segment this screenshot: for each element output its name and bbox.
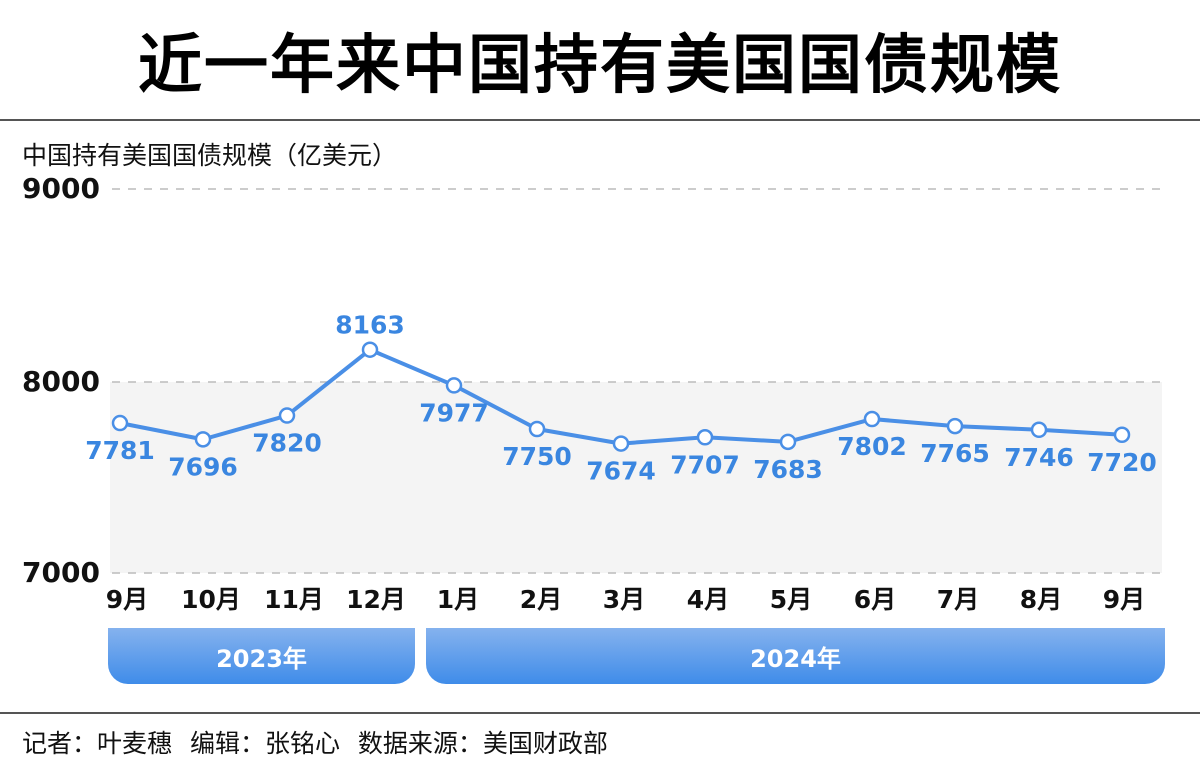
x-label: 11月 — [264, 585, 324, 614]
y-tick-7000: 7000 — [22, 556, 100, 589]
data-point — [946, 417, 964, 435]
data-label: 7820 — [252, 429, 322, 458]
data-point — [111, 414, 129, 432]
data-label: 7781 — [85, 436, 155, 465]
data-point — [1030, 421, 1048, 439]
data-label: 7674 — [586, 457, 656, 486]
title-divider — [0, 119, 1200, 121]
data-point — [361, 341, 379, 358]
data-label: 7977 — [419, 398, 489, 427]
x-label: 7月 — [936, 585, 980, 614]
y-tick-8000: 8000 — [22, 365, 100, 398]
x-label: 9月 — [1102, 585, 1146, 614]
x-label: 12月 — [346, 585, 406, 614]
data-label: 7707 — [670, 450, 740, 479]
data-label: 8163 — [335, 311, 405, 340]
data-labels: 7781 7696 7820 8163 7977 7750 7674 7707 7683 7802… — [85, 311, 1157, 486]
x-label: 10月 — [181, 585, 241, 614]
x-label: 4月 — [686, 585, 730, 614]
data-label: 7696 — [168, 452, 238, 481]
data-label: 7720 — [1087, 448, 1157, 477]
data-point — [1113, 426, 1131, 444]
x-label: 3月 — [602, 585, 646, 614]
x-label: 2月 — [519, 585, 563, 614]
footer-credits: 记者：叶麦穗 编辑：张铭心 数据来源：美国财政部 — [22, 729, 608, 758]
year-band-2024: 2024年 — [426, 628, 1165, 684]
data-label: 7750 — [502, 442, 572, 471]
chart-title: 近一年来中国持有美国国债规模 — [138, 29, 1062, 103]
x-label: 1月 — [436, 585, 480, 614]
data-label: 7746 — [1004, 443, 1074, 472]
data-point — [696, 429, 714, 446]
x-label: 5月 — [769, 585, 813, 614]
data-point — [528, 420, 546, 438]
data-label: 7683 — [753, 455, 823, 484]
y-axis-unit-label: 中国持有美国国债规模（亿美元） — [22, 141, 398, 170]
year-band-2023: 2023年 — [108, 628, 415, 684]
y-tick-9000: 9000 — [22, 172, 100, 205]
x-label: 9月 — [105, 585, 149, 614]
data-point — [863, 410, 881, 428]
data-point — [612, 435, 630, 452]
data-points — [111, 341, 1131, 452]
footer-divider — [0, 712, 1200, 714]
data-point — [194, 431, 212, 448]
x-label: 6月 — [853, 585, 897, 614]
data-point — [779, 433, 797, 451]
data-label: 7802 — [837, 432, 907, 461]
data-point — [445, 377, 463, 394]
x-label: 8月 — [1019, 585, 1063, 614]
data-point — [278, 407, 296, 424]
data-label: 7765 — [920, 439, 990, 468]
